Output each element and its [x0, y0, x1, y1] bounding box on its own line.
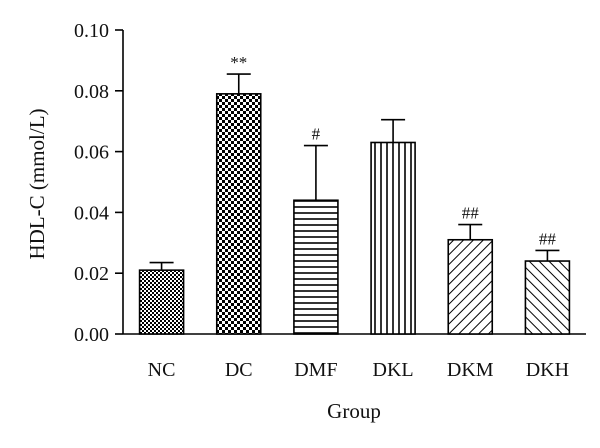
- significance-label: #: [312, 125, 321, 144]
- y-axis-title: HDL-C (mmol/L): [25, 108, 49, 259]
- bars-group: **#####: [138, 53, 571, 335]
- y-tick-label: 0.06: [74, 142, 109, 164]
- bar-dc: [215, 93, 262, 335]
- y-axis: 0.00 0.02 0.04 0.06 0.08 0.10: [74, 20, 124, 346]
- bar-dkh: [524, 260, 571, 335]
- significance-label: ##: [539, 229, 557, 248]
- x-tick-label: NC: [148, 359, 176, 381]
- significance-label: **: [230, 53, 247, 72]
- x-axis-title: Group: [327, 399, 381, 423]
- y-tick-label: 0.08: [74, 81, 109, 103]
- x-tick-label: DKL: [373, 359, 414, 381]
- significance-label: ##: [462, 204, 480, 223]
- y-tick-label: 0.02: [74, 263, 109, 285]
- bar-nc: [138, 269, 185, 335]
- bar-dmf: [293, 199, 339, 335]
- y-tick-label: 0.04: [74, 202, 109, 224]
- bar-dkm: [447, 238, 494, 335]
- y-tick-label: 0.00: [74, 324, 109, 346]
- x-tick-label: DKH: [526, 359, 569, 381]
- x-axis: NC DC DMF DKL DKM DKH: [123, 333, 586, 381]
- x-tick-label: DMF: [294, 359, 337, 381]
- x-tick-label: DC: [225, 359, 253, 381]
- x-tick-label: DKM: [447, 359, 494, 381]
- bar-dkl: [370, 141, 416, 335]
- y-tick-label: 0.10: [74, 20, 109, 42]
